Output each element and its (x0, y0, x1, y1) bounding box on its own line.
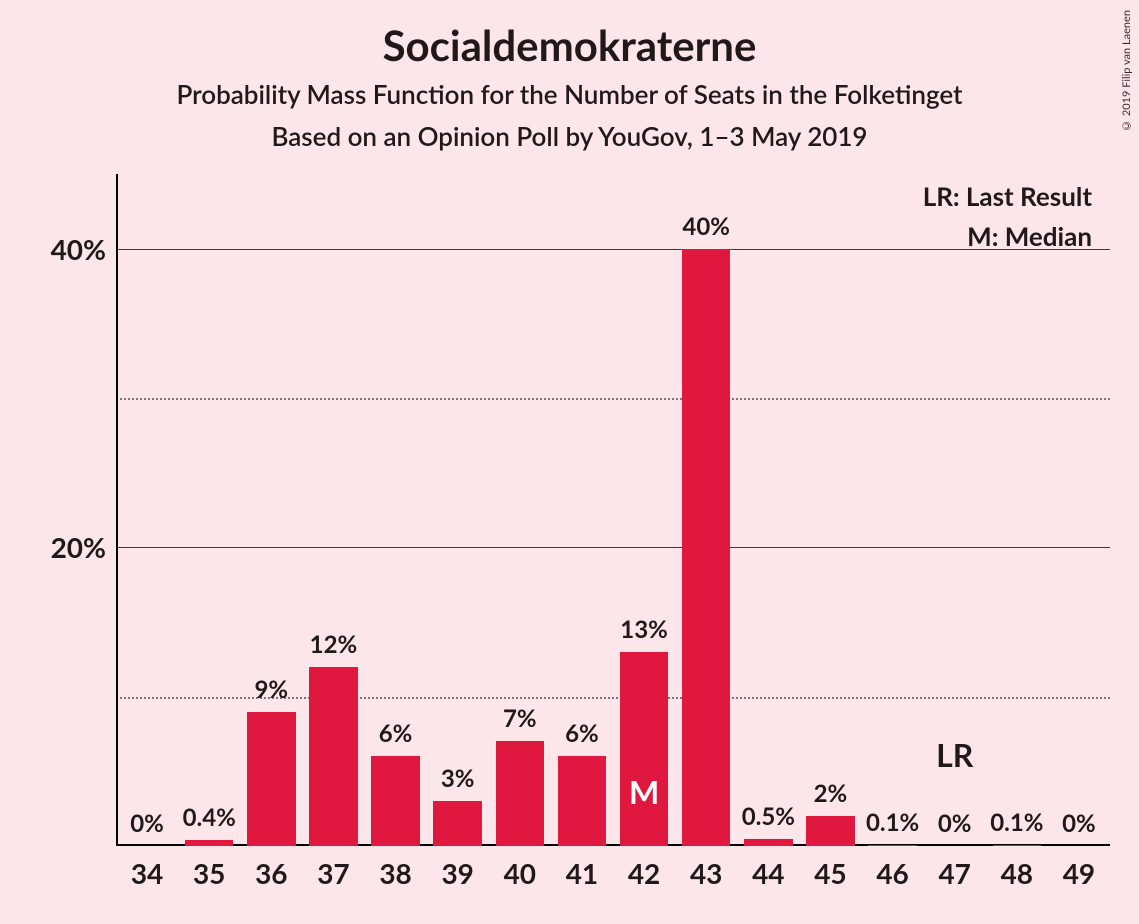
bar-value-label: 6% (379, 719, 413, 748)
bar-value-label: 40% (682, 212, 730, 241)
chart-subtitle-1-text: Probability Mass Function for the Number… (176, 78, 962, 110)
x-tick-label: 42 (628, 846, 660, 890)
x-tick-label: 48 (1001, 846, 1033, 890)
chart-title: Socialdemokraterne (0, 20, 1139, 70)
y-axis (116, 174, 118, 846)
chart-subtitle-1: Probability Mass Function for the Number… (0, 78, 1139, 110)
bar-value-label: 9% (255, 675, 289, 704)
bar-value-label: 0.1% (866, 808, 919, 837)
chart-subtitle-2-text: Based on an Opinion Poll by YouGov, 1–3 … (271, 120, 867, 152)
bar-value-label: 0.1% (990, 808, 1043, 837)
copyright-text: © 2019 Filip van Laenen (1120, 10, 1133, 132)
x-tick-label: 43 (690, 846, 722, 890)
x-tick-label: 49 (1063, 846, 1095, 890)
bar-value-label: 2% (814, 779, 848, 808)
bar-value-label: 6% (565, 719, 599, 748)
x-tick-label: 39 (441, 846, 473, 890)
x-tick-label: 40 (504, 846, 536, 890)
x-tick-label: 46 (876, 846, 908, 890)
bar (682, 249, 730, 846)
bar-value-label: 0% (130, 809, 164, 838)
bar (806, 816, 854, 846)
bar (371, 756, 419, 846)
bar-value-label: 0.5% (742, 802, 795, 831)
legend-last-result: LR: Last Result (923, 180, 1092, 212)
bar-value-label: 3% (441, 764, 475, 793)
x-tick-label: 35 (193, 846, 225, 890)
x-tick-label: 37 (317, 846, 349, 890)
x-tick-label: 34 (131, 846, 163, 890)
y-tick-label: 40% (51, 232, 116, 266)
bar (309, 667, 357, 846)
chart-subtitle-2: Based on an Opinion Poll by YouGov, 1–3 … (0, 120, 1139, 152)
bar (496, 741, 544, 846)
plot-area: 20%40%0%340.4%359%3612%376%383%397%406%4… (116, 174, 1110, 846)
grid-minor (116, 398, 1110, 400)
x-tick-label: 44 (752, 846, 784, 890)
grid-major (116, 547, 1110, 548)
x-tick-label: 45 (814, 846, 846, 890)
bar (558, 756, 606, 846)
bar (620, 652, 668, 846)
chart-title-text: Socialdemokraterne (383, 20, 757, 70)
last-result-marker: LR (936, 735, 973, 774)
x-tick-label: 47 (938, 846, 970, 890)
y-tick-label: 20% (51, 530, 116, 564)
x-tick-label: 36 (255, 846, 287, 890)
chart-canvas: Socialdemokraterne Probability Mass Func… (0, 0, 1139, 924)
bar-value-label: 0% (938, 809, 972, 838)
bar-value-label: 0.4% (183, 803, 236, 832)
bar (247, 712, 295, 846)
x-tick-label: 38 (379, 846, 411, 890)
bar-value-label: 12% (310, 630, 358, 659)
legend-median: M: Median (967, 220, 1092, 252)
bar-value-label: 13% (620, 615, 668, 644)
median-marker: M (629, 772, 659, 811)
grid-major (116, 249, 1110, 250)
bar (433, 801, 481, 846)
x-tick-label: 41 (566, 846, 598, 890)
bar (744, 839, 792, 846)
bar-value-label: 7% (503, 704, 537, 733)
bar-value-label: 0% (1062, 809, 1096, 838)
